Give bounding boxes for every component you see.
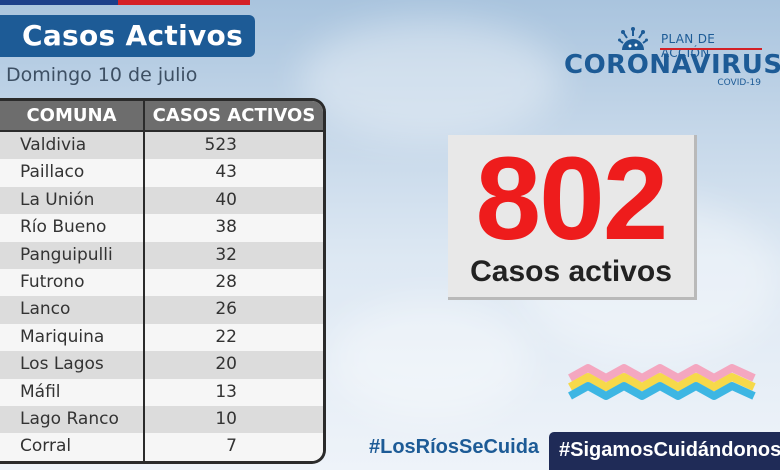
row-comuna: Máfil [0,378,145,406]
column-header-comuna: COMUNA [0,101,145,130]
row-comuna: Lago Ranco [0,405,145,434]
hashtag-sigamos: #SigamosCuidándonos [559,439,780,461]
logo-subtitle: COVID-19 [717,78,761,88]
table-body: Valdivia 523 Paillaco 43 La Unión 40 Río Bueno… [0,132,323,461]
coronavirus-logo: PLAN DE ACCIÓN CORONAVIRUS COVID-19 [562,26,780,90]
row-comuna: Futrono [0,268,145,297]
row-casos: 38 [215,217,237,238]
logo-name: CORONAVIRUS [564,50,780,80]
flag-stripe [0,0,250,5]
table-row: Río Bueno 38 [0,214,323,242]
row-comuna: La Unión [0,186,145,215]
background-cloud [300,20,560,140]
row-comuna: Lanco [0,296,145,324]
column-header-casos: CASOS ACTIVOS [152,105,316,126]
table-row: Los Lagos 20 [0,351,323,379]
table-row: Máfil 13 [0,378,323,406]
table-row: Futrono 28 [0,268,323,297]
table-header: COMUNA CASOS ACTIVOS [0,101,323,132]
row-comuna: Corral [0,433,145,461]
row-comuna: Los Lagos [0,351,145,379]
row-casos: 43 [215,162,237,183]
date-label: Domingo 10 de julio [6,64,198,86]
title-banner: Casos Activos [0,15,255,57]
row-casos: 26 [215,299,237,320]
table-row: La Unión 40 [0,186,323,215]
row-casos: 40 [215,189,237,210]
logo-underline [660,48,762,50]
row-casos: 7 [226,436,237,457]
row-casos: 20 [215,354,237,375]
colored-waves-icon [568,364,756,400]
cases-table: COMUNA CASOS ACTIVOS Valdivia 523 Paillaco… [0,98,326,464]
table-row: Corral 7 [0,433,323,461]
row-casos: 13 [215,381,237,402]
total-cases-label: Casos activos [470,255,672,288]
row-comuna: Valdivia [0,132,145,160]
table-row: Mariquina 22 [0,323,323,352]
total-cases-number: 802 [475,133,669,265]
row-comuna: Panguipulli [0,241,145,269]
row-casos: 22 [215,326,237,347]
row-casos: 32 [215,244,237,265]
table-row: Paillaco 43 [0,159,323,187]
total-cases-box: 802 Casos activos [448,133,697,300]
row-casos: 10 [215,408,237,429]
hashtag-banner: #SigamosCuidándonos [549,432,780,470]
page-title: Casos Activos [22,19,244,52]
table-row: Valdivia 523 [0,132,323,160]
table-row: Lanco 26 [0,296,323,324]
row-casos: 523 [204,135,237,155]
row-comuna: Paillaco [0,159,145,187]
row-comuna: Mariquina [0,323,145,352]
table-row: Lago Ranco 10 [0,405,323,434]
row-comuna: Río Bueno [0,214,145,242]
row-casos: 28 [215,271,237,292]
table-row: Panguipulli 32 [0,241,323,269]
hashtag-los-rios: #LosRíosSeCuida [369,436,540,458]
virus-sun-icon [618,27,648,50]
background-cloud [330,300,530,420]
